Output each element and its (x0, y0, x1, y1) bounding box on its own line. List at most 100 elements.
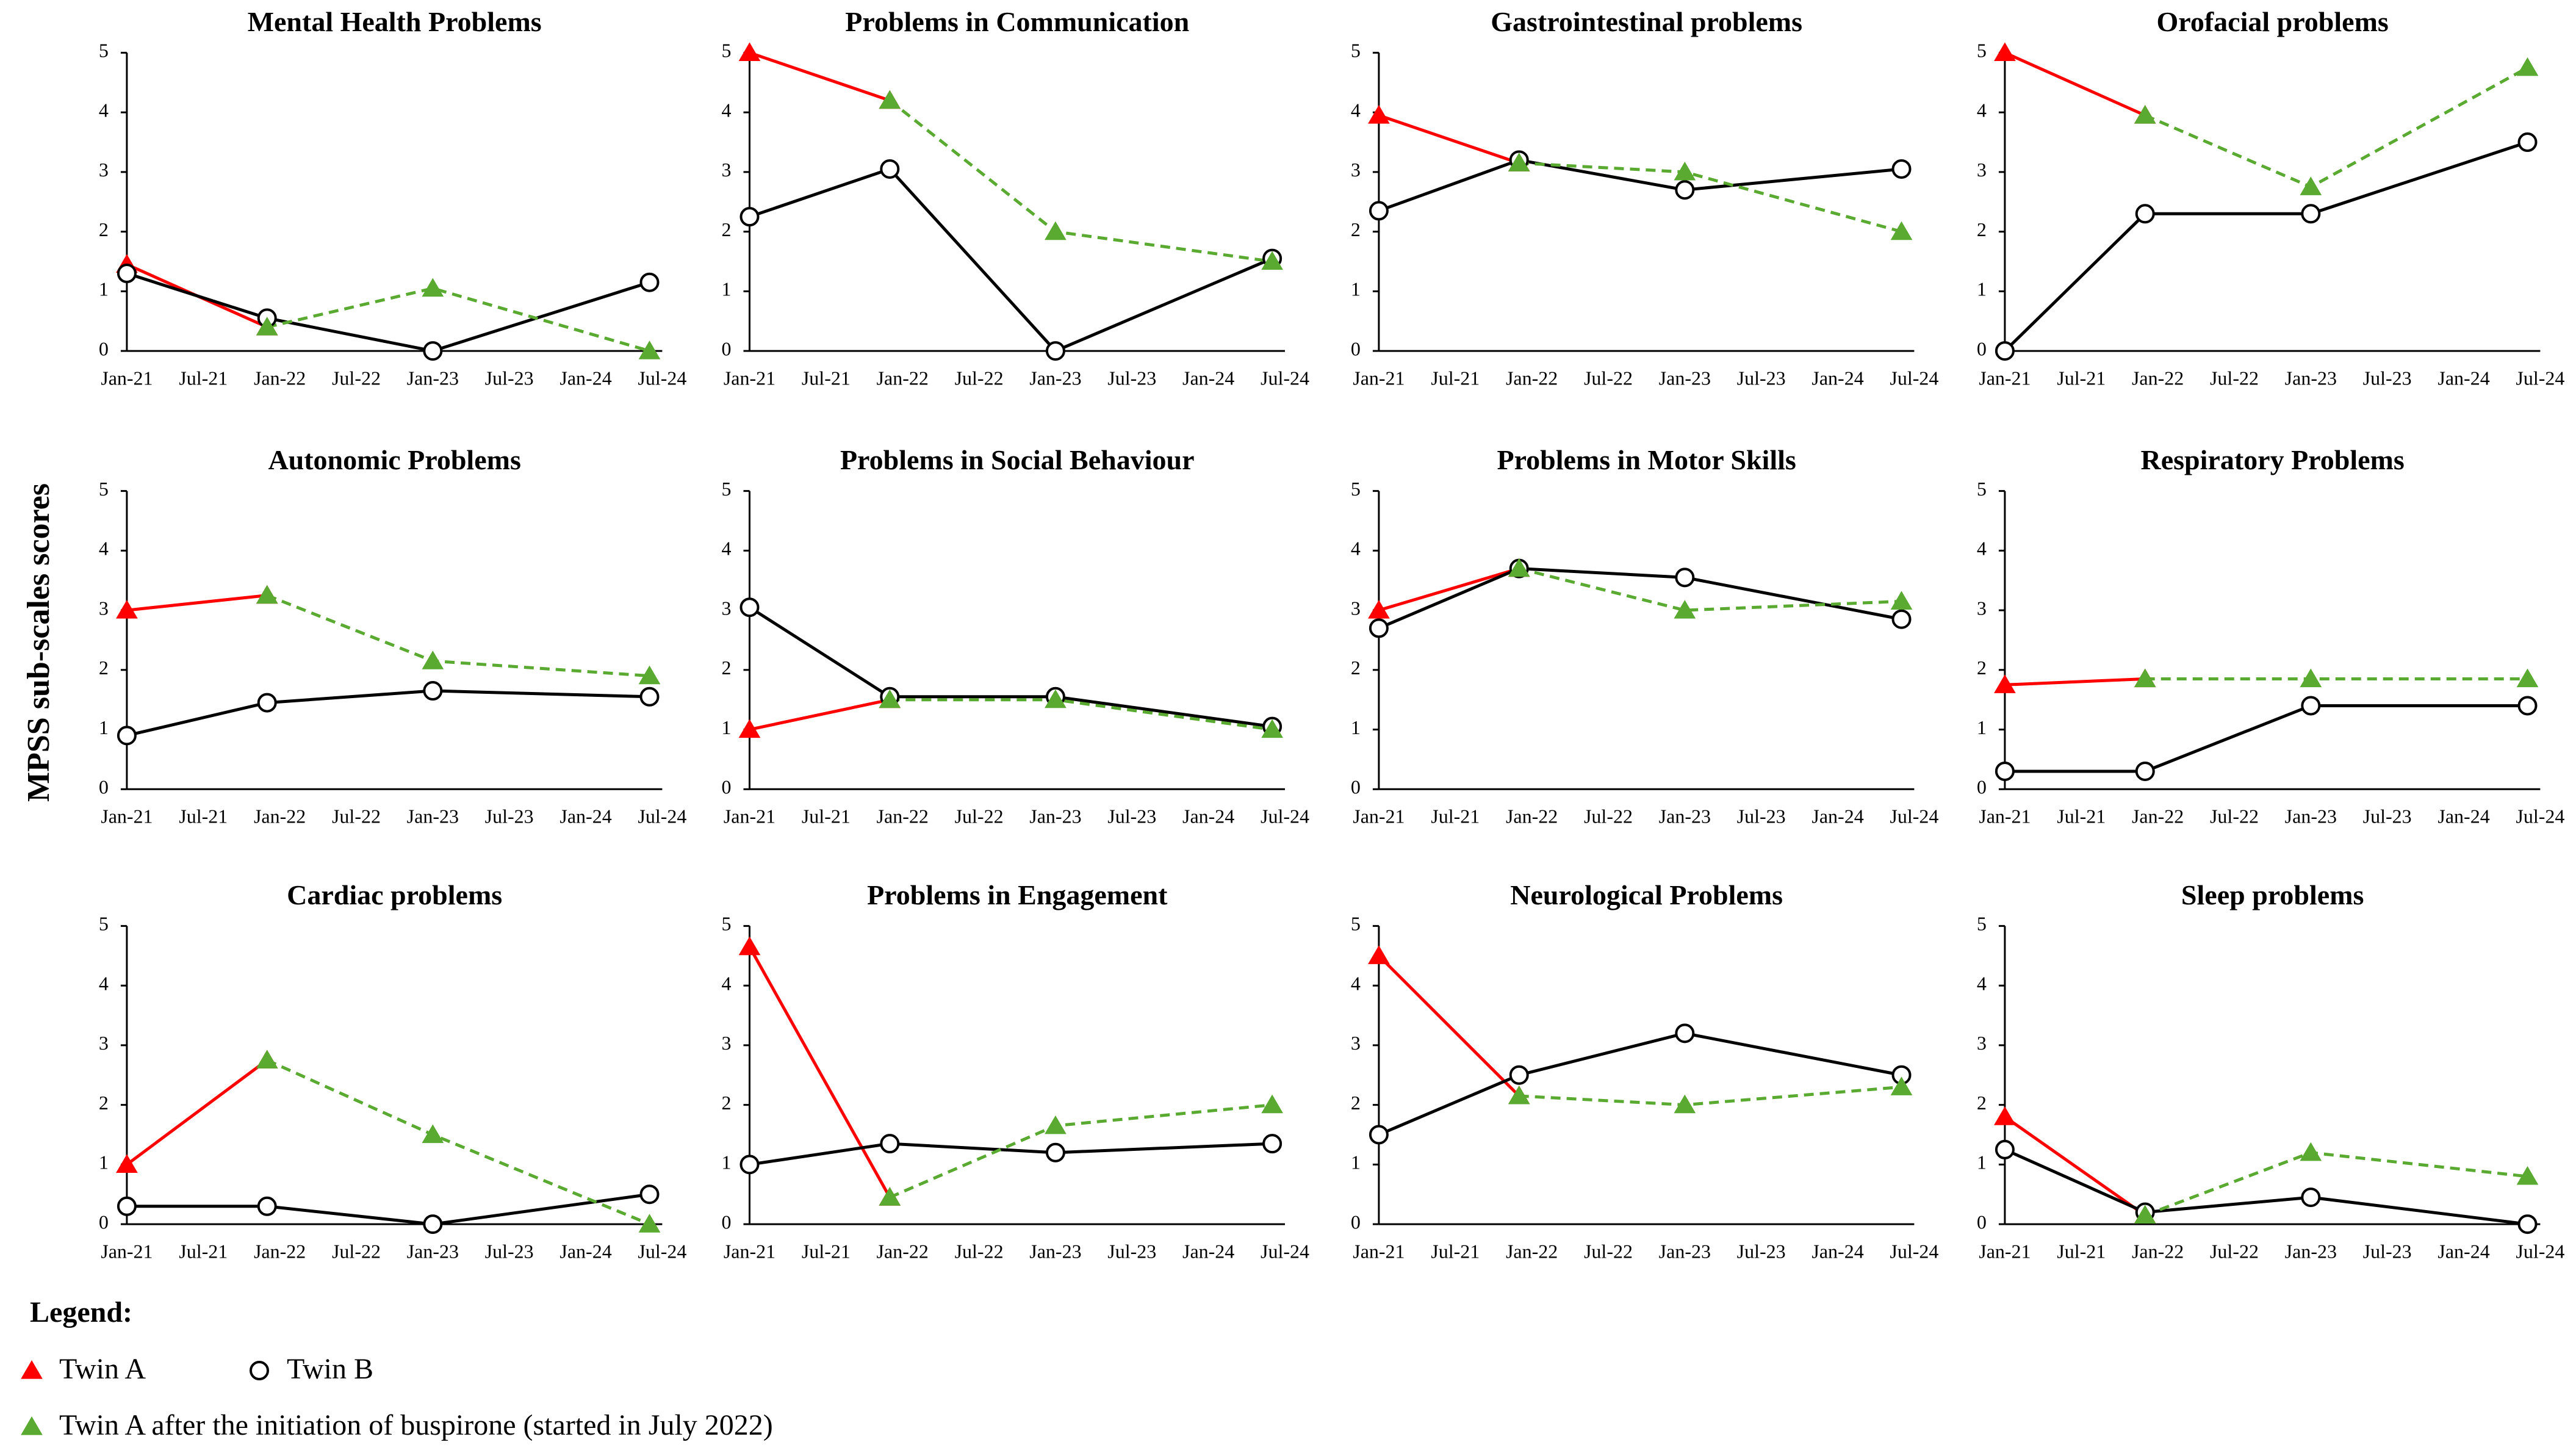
y-tick-label: 5 (1351, 478, 1361, 500)
y-tick-label: 2 (1977, 218, 1987, 240)
y-axis-label: MPSS sub-scales scores (21, 483, 56, 802)
y-tick-label: 4 (99, 972, 109, 994)
data-point (1995, 341, 2015, 361)
data-point (256, 317, 278, 336)
x-tick-label: Jan-24 (2437, 805, 2489, 827)
x-tick-label: Jan-24 (559, 805, 611, 827)
panel-title: Respiratory Problems (2141, 444, 2405, 475)
data-point (1508, 153, 1530, 171)
data-point (1674, 600, 1696, 619)
x-tick-label: Jul-21 (179, 805, 228, 827)
data-point (1045, 689, 1067, 708)
x-tick-label: Jan-23 (1659, 1240, 1711, 1262)
series-line (1378, 1031, 1902, 1136)
data-point (1368, 600, 1390, 619)
y-tick-label: 1 (99, 1151, 109, 1173)
data-point (638, 341, 661, 359)
y-tick-label: 0 (1351, 1211, 1361, 1233)
panel-title: Sleep problems (2181, 879, 2364, 910)
series-line (749, 606, 1273, 729)
data-point (1261, 719, 1283, 738)
data-point (1675, 1023, 1695, 1043)
x-tick-label: Jan-24 (1811, 1240, 1863, 1262)
y-tick-label: 5 (99, 913, 109, 935)
x-tick-label: Jul-21 (2057, 1240, 2106, 1262)
data-point (1369, 201, 1389, 221)
y-tick-label: 4 (1977, 99, 1987, 121)
data-point (1890, 1076, 1913, 1095)
y-tick-label: 2 (722, 1092, 732, 1114)
x-tick-label: Jan-21 (101, 367, 153, 389)
x-tick-label: Jul-21 (2057, 805, 2106, 827)
data-point (2516, 668, 2539, 688)
x-tick-label: Jul-21 (179, 367, 228, 389)
data-point (1891, 159, 1912, 179)
x-tick-label: Jul-23 (1737, 805, 1786, 827)
data-point (2301, 1188, 2321, 1208)
x-tick-label: Jan-24 (559, 1240, 611, 1262)
y-tick-label: 3 (99, 597, 109, 619)
y-tick-label: 2 (99, 1092, 109, 1114)
data-point (2517, 132, 2538, 153)
data-point (257, 693, 277, 713)
x-tick-label: Jan-23 (2285, 367, 2337, 389)
data-point (738, 42, 761, 61)
legend-marker (21, 1416, 43, 1435)
y-tick-label: 0 (722, 1211, 732, 1233)
data-point (1368, 105, 1390, 124)
legend-label: Twin B (287, 1353, 373, 1385)
data-point (2516, 57, 2539, 76)
x-tick-label: Jan-24 (1811, 367, 1863, 389)
y-tick-label: 0 (1977, 776, 1987, 798)
y-tick-label: 2 (1351, 1092, 1361, 1114)
data-point (116, 600, 138, 619)
x-tick-label: Jul-22 (1584, 805, 1633, 827)
y-tick-label: 3 (1351, 159, 1361, 181)
data-point (2301, 696, 2321, 716)
panel-title: Mental Health Problems (248, 6, 542, 37)
series-line (126, 272, 650, 353)
y-tick-label: 0 (99, 776, 109, 798)
y-tick-label: 4 (1351, 99, 1361, 121)
y-tick-label: 1 (722, 1151, 732, 1173)
series-line (749, 1142, 1273, 1166)
y-tick-label: 4 (722, 99, 732, 121)
data-point (422, 278, 444, 297)
y-tick-label: 2 (1351, 657, 1361, 679)
data-point (1045, 1115, 1067, 1134)
series-line (748, 946, 891, 1198)
panel-title: Gastrointestinal problems (1491, 6, 1802, 37)
x-tick-label: Jan-22 (254, 1240, 306, 1262)
panel: Cardiac problems 0 1 2 3 4 5 Jan-21 Jul-21 Jan-22… (99, 879, 687, 1262)
panel-title: Problems in Motor Skills (1497, 444, 1796, 475)
y-tick-label: 5 (722, 478, 732, 500)
x-tick-label: Jan-24 (1182, 1240, 1234, 1262)
panel-title: Problems in Social Behaviour (840, 444, 1195, 475)
x-tick-label: Jul-24 (638, 1240, 686, 1262)
x-tick-label: Jul-22 (955, 805, 1004, 827)
y-tick-label: 5 (99, 40, 109, 62)
data-point (638, 1214, 661, 1233)
y-tick-label: 1 (1977, 1151, 1987, 1173)
x-tick-label: Jul-22 (955, 367, 1004, 389)
series-line (126, 594, 267, 612)
y-tick-label: 0 (722, 337, 732, 359)
y-tick-label: 4 (722, 972, 732, 994)
y-tick-label: 5 (1351, 913, 1361, 935)
y-tick-label: 3 (722, 159, 732, 181)
x-tick-label: Jul-24 (1890, 1240, 1938, 1262)
x-tick-label: Jan-23 (2285, 805, 2337, 827)
y-tick-label: 0 (722, 776, 732, 798)
x-tick-label: Jul-21 (802, 367, 851, 389)
y-tick-label: 4 (1977, 538, 1987, 560)
series-line (2004, 51, 2146, 117)
y-tick-label: 2 (1977, 657, 1987, 679)
x-tick-label: Jan-22 (1506, 805, 1558, 827)
x-tick-label: Jan-23 (407, 367, 459, 389)
x-tick-label: Jul-22 (955, 1240, 1004, 1262)
y-tick-label: 3 (1351, 1032, 1361, 1054)
x-tick-label: Jan-24 (1182, 367, 1234, 389)
data-point (880, 1134, 900, 1154)
x-tick-label: Jan-23 (407, 805, 459, 827)
data-point (1674, 1094, 1696, 1114)
